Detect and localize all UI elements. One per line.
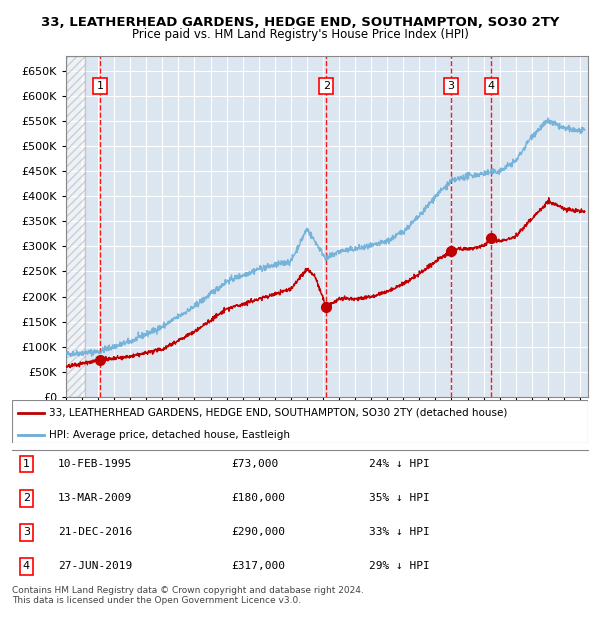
FancyBboxPatch shape (12, 400, 588, 443)
Text: Price paid vs. HM Land Registry's House Price Index (HPI): Price paid vs. HM Land Registry's House … (131, 28, 469, 41)
Text: 27-JUN-2019: 27-JUN-2019 (58, 562, 133, 572)
Text: This data is licensed under the Open Government Licence v3.0.: This data is licensed under the Open Gov… (12, 596, 301, 606)
Text: 24% ↓ HPI: 24% ↓ HPI (369, 459, 430, 469)
Text: 4: 4 (23, 562, 30, 572)
Text: 1: 1 (23, 459, 30, 469)
Bar (66, 56, 85, 397)
Text: £290,000: £290,000 (231, 528, 285, 538)
Text: £180,000: £180,000 (231, 494, 285, 503)
Text: 33, LEATHERHEAD GARDENS, HEDGE END, SOUTHAMPTON, SO30 2TY: 33, LEATHERHEAD GARDENS, HEDGE END, SOUT… (41, 16, 559, 29)
Text: 29% ↓ HPI: 29% ↓ HPI (369, 562, 430, 572)
Text: 10-FEB-1995: 10-FEB-1995 (58, 459, 133, 469)
Text: 3: 3 (23, 528, 30, 538)
Text: 1: 1 (97, 81, 103, 91)
Text: 3: 3 (448, 81, 454, 91)
Text: 35% ↓ HPI: 35% ↓ HPI (369, 494, 430, 503)
Text: 4: 4 (488, 81, 495, 91)
Text: 33, LEATHERHEAD GARDENS, HEDGE END, SOUTHAMPTON, SO30 2TY (detached house): 33, LEATHERHEAD GARDENS, HEDGE END, SOUT… (49, 408, 508, 418)
Text: 13-MAR-2009: 13-MAR-2009 (58, 494, 133, 503)
Text: 21-DEC-2016: 21-DEC-2016 (58, 528, 133, 538)
Text: 2: 2 (323, 81, 330, 91)
Text: £73,000: £73,000 (231, 459, 278, 469)
Text: 2: 2 (23, 494, 30, 503)
Text: Contains HM Land Registry data © Crown copyright and database right 2024.: Contains HM Land Registry data © Crown c… (12, 586, 364, 595)
Text: 33% ↓ HPI: 33% ↓ HPI (369, 528, 430, 538)
Text: HPI: Average price, detached house, Eastleigh: HPI: Average price, detached house, East… (49, 430, 290, 440)
Text: £317,000: £317,000 (231, 562, 285, 572)
